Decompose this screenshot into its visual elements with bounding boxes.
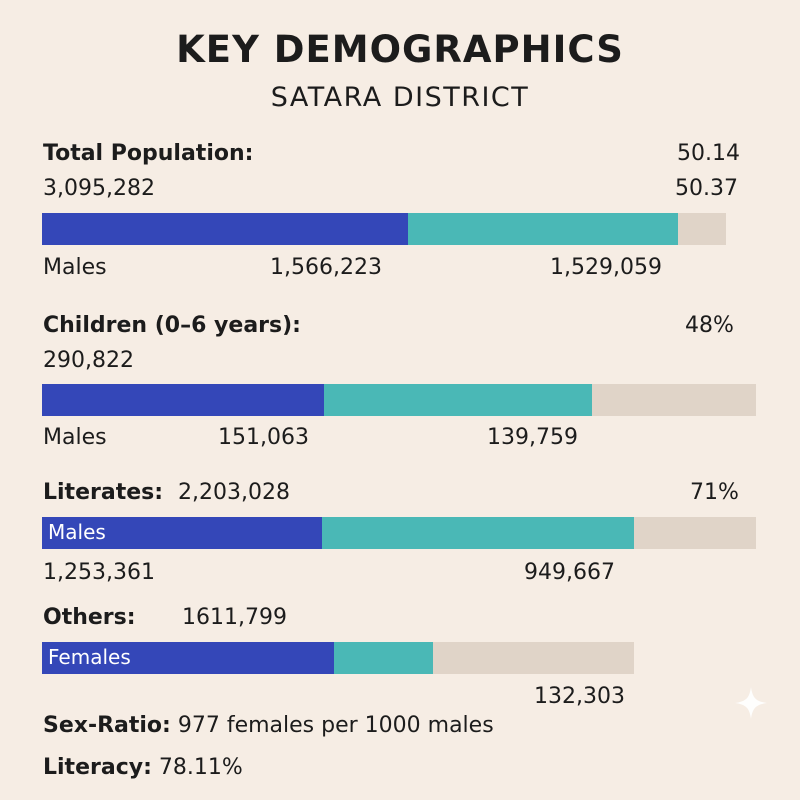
total-legend-males: Males	[43, 255, 107, 280]
others-females-segment	[334, 642, 433, 674]
literates-females-segment	[322, 517, 634, 549]
literates-rest-segment	[634, 517, 756, 549]
children-percent: 48%	[685, 313, 734, 338]
literates-value: 2,203,028	[178, 480, 290, 505]
total-males-value: 1,566,223	[270, 255, 382, 280]
others-males-segment: Females	[42, 642, 334, 674]
total-population-females-segment	[408, 213, 678, 245]
others-bar: Females	[42, 642, 634, 674]
total-females-value: 1,529,059	[550, 255, 662, 280]
literates-percent: 71%	[690, 480, 739, 505]
literates-males-value: 1,253,361	[43, 560, 155, 585]
literates-bar: Males	[42, 517, 756, 549]
children-bar	[42, 384, 756, 416]
children-value: 290,822	[43, 348, 134, 373]
total-population-rest-segment	[678, 213, 726, 245]
chart-title: KEY DEMOGRAPHICS	[176, 28, 624, 71]
literacy-value: 78.11%	[158, 755, 243, 780]
children-females-value: 139,759	[487, 425, 578, 450]
others-value: 1611,799	[182, 605, 287, 630]
total-population-value: 3,095,282	[43, 176, 155, 201]
children-males-value: 151,063	[218, 425, 309, 450]
sex-ratio-row: Sex-Ratio: 977 females per 1000 males	[43, 713, 494, 738]
sex-ratio-label: Sex-Ratio:	[43, 713, 171, 738]
chart-subtitle: SATARA DISTRICT	[270, 82, 530, 113]
literates-females-value: 949,667	[524, 560, 615, 585]
sparkle-icon	[735, 687, 767, 719]
children-females-segment	[324, 384, 592, 416]
total-population-bar	[42, 213, 726, 245]
literacy-label: Literacy:	[43, 755, 152, 780]
literates-label: Literates:	[43, 480, 164, 505]
total-population-label: Total Population:	[43, 141, 254, 166]
total-percent-1: 50.14	[677, 141, 740, 166]
children-males-segment	[42, 384, 324, 416]
total-population-males-segment	[42, 213, 408, 245]
literates-males-segment: Males	[42, 517, 322, 549]
literates-bar-label: Males	[48, 520, 106, 544]
others-label: Others:	[43, 605, 136, 630]
children-label: Children (0–6 years):	[43, 313, 301, 338]
others-rest-segment	[433, 642, 634, 674]
literacy-row: Literacy: 78.11%	[43, 755, 243, 780]
children-legend-males: Males	[43, 425, 107, 450]
others-extra-value: 132,303	[534, 684, 625, 709]
others-bar-label: Females	[48, 645, 131, 669]
sex-ratio-value: 977 females per 1000 males	[177, 713, 494, 738]
total-percent-2: 50.37	[675, 176, 738, 201]
children-rest-segment	[592, 384, 756, 416]
